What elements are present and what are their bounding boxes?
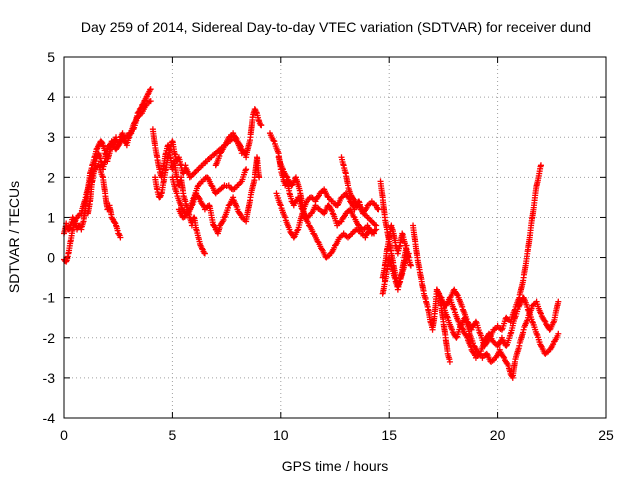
data-point bbox=[290, 234, 297, 241]
data-point bbox=[243, 166, 250, 173]
data-point-interp bbox=[99, 173, 106, 180]
data-point-interp bbox=[232, 134, 239, 141]
data-point-interp bbox=[453, 291, 460, 298]
data-point-interp bbox=[270, 137, 277, 144]
data-point-interp bbox=[279, 165, 286, 172]
data-point-interp bbox=[444, 313, 451, 320]
data-point bbox=[230, 194, 237, 201]
data-point-interp bbox=[253, 108, 260, 115]
data-point bbox=[451, 306, 458, 313]
data-point bbox=[329, 210, 336, 217]
data-point bbox=[446, 358, 453, 365]
data-point-interp bbox=[194, 183, 201, 190]
data-point-interp bbox=[195, 194, 202, 201]
data-point bbox=[201, 250, 208, 257]
data-point bbox=[375, 206, 382, 213]
data-point-interp bbox=[277, 201, 284, 208]
data-point-interp bbox=[146, 86, 153, 93]
x-tick-label: 0 bbox=[60, 427, 68, 443]
data-point-interp bbox=[362, 206, 369, 213]
data-point-interp bbox=[216, 153, 223, 160]
data-point-interp bbox=[437, 293, 444, 300]
y-tick-label: 2 bbox=[47, 169, 55, 185]
data-point-interp bbox=[462, 331, 469, 338]
data-point-interp bbox=[283, 173, 290, 180]
y-tick-label: 3 bbox=[47, 129, 55, 145]
data-point bbox=[453, 334, 460, 341]
y-tick-label: -2 bbox=[43, 330, 56, 346]
data-point-interp bbox=[111, 219, 118, 226]
data-point bbox=[258, 122, 265, 129]
data-point bbox=[188, 202, 195, 209]
data-point-interp bbox=[541, 317, 548, 324]
y-axis-label: SDTVAR / TECUs bbox=[6, 181, 22, 293]
y-tick-label: 1 bbox=[47, 209, 55, 225]
data-point bbox=[282, 214, 289, 221]
x-tick-label: 25 bbox=[598, 427, 614, 443]
data-point-interp bbox=[459, 325, 466, 332]
data-point-interp bbox=[237, 211, 244, 218]
y-tick-label: 4 bbox=[47, 89, 55, 105]
data-point bbox=[221, 214, 228, 221]
chart-title: Day 259 of 2014, Sidereal Day-to-day VTE… bbox=[81, 19, 591, 35]
data-point bbox=[537, 162, 544, 169]
x-axis-label: GPS time / hours bbox=[282, 458, 389, 474]
x-tick-label: 5 bbox=[169, 427, 177, 443]
data-point-interp bbox=[476, 329, 483, 336]
data-point bbox=[520, 326, 527, 333]
data-point bbox=[271, 138, 278, 145]
data-point bbox=[182, 162, 189, 169]
data-marks bbox=[61, 86, 562, 381]
plot-frame bbox=[63, 56, 607, 419]
data-point bbox=[537, 342, 544, 349]
data-point-interp bbox=[550, 319, 557, 326]
data-point bbox=[472, 318, 479, 325]
y-tick-label: -4 bbox=[43, 410, 56, 426]
data-point-interp bbox=[467, 343, 474, 350]
data-point bbox=[533, 330, 540, 337]
data-point bbox=[529, 318, 536, 325]
data-point bbox=[444, 314, 451, 321]
data-point-interp bbox=[315, 193, 322, 200]
data-point bbox=[407, 262, 414, 269]
data-point bbox=[555, 330, 562, 337]
data-point bbox=[555, 298, 562, 305]
x-tick-label: 10 bbox=[273, 427, 289, 443]
data-point-interp bbox=[500, 353, 507, 360]
data-point bbox=[524, 306, 531, 313]
axis-tick-labels: 0 5 10 15 20 25 -4 -3 -2 -1 0 1 2 3 4 5 bbox=[43, 49, 614, 443]
data-point bbox=[503, 342, 510, 349]
data-point bbox=[477, 350, 484, 357]
data-point-interp bbox=[98, 139, 105, 146]
data-point bbox=[173, 190, 180, 197]
data-point bbox=[147, 86, 154, 93]
data-point bbox=[256, 174, 263, 181]
data-point-interp bbox=[459, 303, 466, 310]
y-tick-label: -3 bbox=[43, 370, 56, 386]
data-point bbox=[147, 98, 154, 105]
data-point bbox=[117, 234, 124, 241]
data-point-interp bbox=[450, 305, 457, 312]
data-point-interp bbox=[242, 167, 249, 174]
y-tick-label: -1 bbox=[43, 290, 56, 306]
x-tick-label: 15 bbox=[381, 427, 397, 443]
data-point bbox=[371, 230, 378, 237]
y-tick-label: 5 bbox=[47, 49, 55, 65]
data-point bbox=[405, 250, 412, 257]
y-tick-label: 0 bbox=[47, 250, 55, 266]
data-point bbox=[277, 202, 284, 209]
data-point-interp bbox=[294, 227, 301, 234]
x-tick-label: 20 bbox=[490, 427, 506, 443]
data-point-interp bbox=[524, 303, 531, 310]
data-point-interp bbox=[341, 213, 348, 220]
data-point bbox=[373, 222, 380, 229]
